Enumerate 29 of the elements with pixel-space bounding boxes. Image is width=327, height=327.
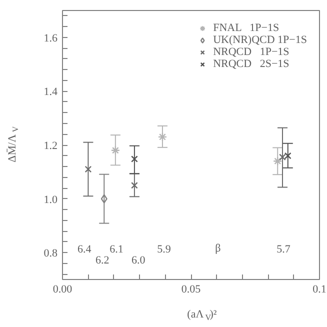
point: [110, 146, 120, 155]
point: [131, 182, 138, 189]
point: [131, 156, 138, 162]
y-tick-label: 1.0: [44, 194, 58, 206]
annotation: β: [215, 242, 222, 255]
x-tick-label: 0.1: [312, 284, 326, 296]
legend-label: NRQCD 1P−1S: [213, 46, 290, 58]
annotation: 6.2: [95, 254, 110, 266]
point: [158, 132, 168, 142]
legend-label: NRQCD 2S−1S: [213, 58, 290, 70]
legend-label: UK(NR)QCD 1P−1S: [213, 34, 307, 46]
point: [100, 194, 108, 204]
annotation: 5.7: [276, 244, 291, 256]
annotation: 5.9: [157, 244, 172, 256]
point: [284, 152, 292, 160]
x-tick-label: 0.05: [181, 284, 202, 296]
point: [279, 154, 286, 161]
annotation: 6.1: [110, 244, 124, 256]
x-tick-label: 0.00: [52, 284, 73, 296]
annotation: 6.4: [77, 244, 92, 256]
annotation: 6.0: [131, 254, 146, 266]
y-tick-label: 1.4: [44, 86, 58, 98]
legend-label: FNAL 1P−1S: [213, 22, 280, 34]
y-tick-label: 0.8: [44, 248, 58, 260]
y-tick-label: 1.6: [44, 32, 58, 44]
point: [273, 156, 282, 166]
y-tick-label: 1.2: [44, 140, 58, 152]
y-axis-title: ΔM̄/ΛV: [6, 126, 20, 162]
point: [84, 166, 92, 173]
